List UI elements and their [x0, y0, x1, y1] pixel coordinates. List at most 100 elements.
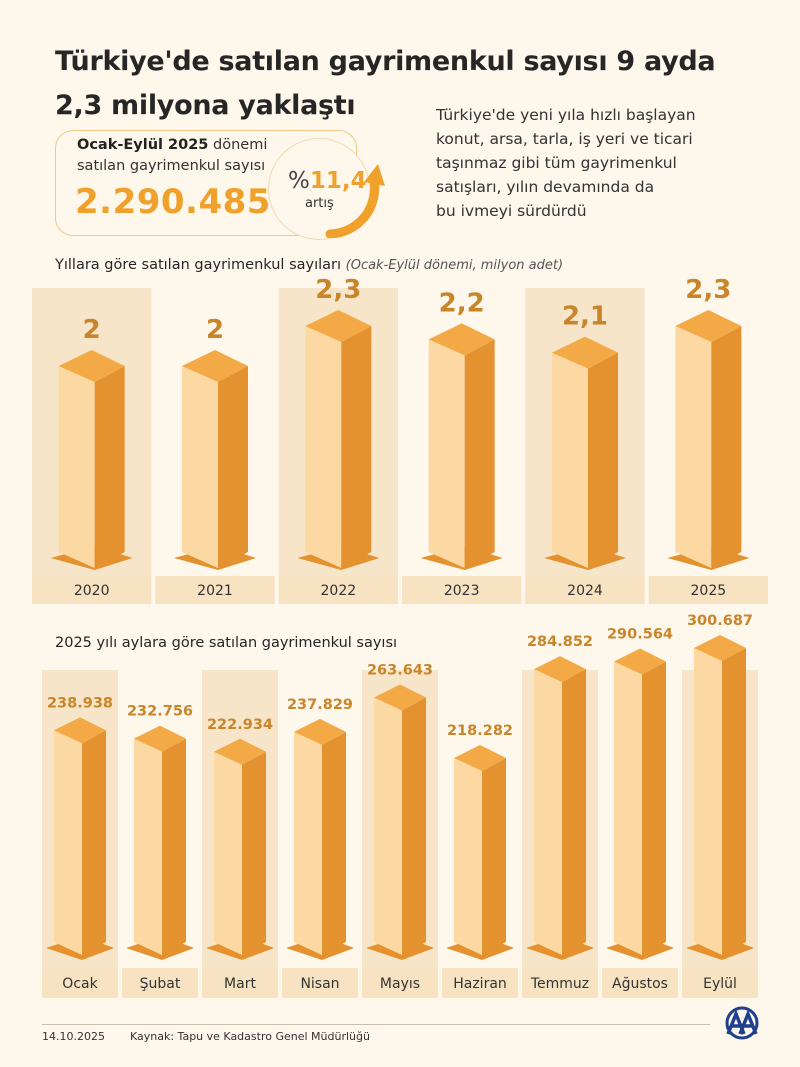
monthly-bar-chart: 238.938 Ocak 232.756 Şubat 222.934 Mart 237.82…: [42, 613, 758, 998]
category-band: [282, 968, 358, 998]
category-band: [525, 576, 645, 604]
category-label: Eylül: [703, 976, 737, 992]
data-label: 238.938: [47, 695, 113, 711]
data-label: 2,3: [315, 275, 361, 305]
bar-top: [694, 635, 746, 661]
bar-top: [305, 310, 372, 342]
bar: [46, 717, 114, 960]
category-label: Haziran: [453, 976, 507, 992]
data-label: 300.687: [687, 613, 753, 629]
category-label: 2020: [74, 583, 110, 599]
bar-front: [694, 648, 722, 955]
bar-side: [562, 669, 586, 955]
intro-line: satışları, yılın devamında da: [436, 178, 655, 196]
bar-front: [675, 326, 712, 568]
bar-top: [534, 656, 586, 683]
bar-front: [54, 730, 82, 955]
bar-front: [454, 758, 482, 955]
percent-label: artış: [305, 196, 334, 211]
data-label: 218.282: [447, 723, 513, 739]
footer-divider: [42, 1024, 710, 1025]
data-label: 263.643: [367, 662, 433, 678]
bar-front: [134, 738, 162, 955]
yearly-chart-subtitle: (Ocak-Eylül dönemi, milyon adet): [345, 258, 564, 273]
bar: [420, 323, 503, 570]
bar: [297, 310, 380, 570]
bar-side: [402, 697, 426, 955]
bar-side: [464, 339, 495, 568]
bar-front: [552, 352, 588, 568]
bar-front: [305, 326, 342, 568]
category-band: [682, 968, 758, 998]
data-label: 284.852: [527, 634, 593, 650]
yearly-chart-title-text: Yıllara göre satılan gayrimenkul sayılar…: [55, 257, 342, 273]
category-label: Mayıs: [380, 976, 420, 992]
bar-side: [94, 366, 125, 568]
bar-top: [428, 323, 495, 356]
category-label: 2021: [197, 583, 233, 599]
bar: [526, 656, 594, 960]
footer-date: 14.10.2025: [42, 1030, 105, 1043]
bar: [126, 725, 194, 960]
category-label: Mart: [224, 976, 256, 992]
data-label: 232.756: [127, 704, 193, 720]
data-label: 290.564: [607, 627, 673, 643]
bar: [686, 635, 754, 960]
bar-side: [82, 730, 106, 955]
category-band: [522, 968, 598, 998]
bar-front: [374, 697, 402, 955]
bar-front: [182, 366, 218, 568]
bar-front: [294, 731, 322, 955]
bar-top: [454, 745, 506, 771]
category-band: [362, 968, 438, 998]
percent-number: 11,4: [309, 168, 367, 194]
data-label: 2,3: [685, 275, 731, 305]
intro-text: Türkiye'de yeni yıla hızlı başlayan konu…: [436, 103, 776, 223]
bar: [606, 648, 674, 960]
bar: [544, 336, 626, 570]
bar-side: [711, 326, 742, 568]
category-band: [32, 576, 152, 604]
stat-period: Ocak-Eylül 2025 dönemi: [77, 137, 267, 153]
percent-symbol: %: [288, 168, 310, 194]
bar-front: [614, 661, 642, 955]
bar-side: [341, 326, 372, 568]
data-label: 2,1: [562, 302, 608, 332]
monthly-chart-title: 2025 yılı aylara göre satılan gayrimenku…: [55, 635, 398, 651]
bar-top: [294, 718, 346, 745]
bar: [174, 350, 256, 570]
yearly-bar-chart: 2 2020 2 2021 2,3 2022 2,2 2023 2,1 2024 2,3 2025: [32, 275, 768, 604]
bar-top: [134, 725, 186, 752]
bar-front: [534, 669, 562, 955]
category-label: Temmuz: [530, 976, 589, 992]
bar-side: [588, 352, 618, 568]
category-band: [602, 968, 678, 998]
bar-front: [58, 366, 95, 568]
stat-value: 2.290.485: [75, 182, 271, 222]
intro-line: taşınmaz gibi tüm gayrimenkul: [436, 154, 677, 172]
category-band: [202, 968, 278, 998]
bar: [446, 745, 514, 960]
stat-period-rest: dönemi: [208, 137, 268, 153]
bar-side: [722, 648, 746, 955]
category-label: Ağustos: [612, 976, 668, 992]
stat-period-bold: Ocak-Eylül 2025: [77, 137, 209, 153]
category-label: Şubat: [140, 976, 181, 992]
data-label: 222.934: [207, 717, 273, 733]
category-label: 2023: [444, 583, 480, 599]
bar-front: [428, 339, 465, 568]
bar-top: [58, 350, 125, 382]
bar-top: [374, 684, 426, 711]
bar-side: [482, 758, 506, 955]
category-band: [155, 576, 275, 604]
data-label: 2,2: [439, 288, 485, 318]
bar-top: [614, 648, 666, 675]
category-label: 2025: [691, 583, 727, 599]
footer-source: Kaynak: Tapu ve Kadastro Genel Müdürlüğü: [130, 1030, 370, 1043]
bar: [286, 718, 354, 960]
bar: [50, 350, 133, 570]
data-label: 237.829: [287, 697, 353, 713]
bar-top: [54, 717, 106, 744]
percent-value: %11,4: [288, 168, 367, 194]
bar-top: [675, 310, 742, 342]
